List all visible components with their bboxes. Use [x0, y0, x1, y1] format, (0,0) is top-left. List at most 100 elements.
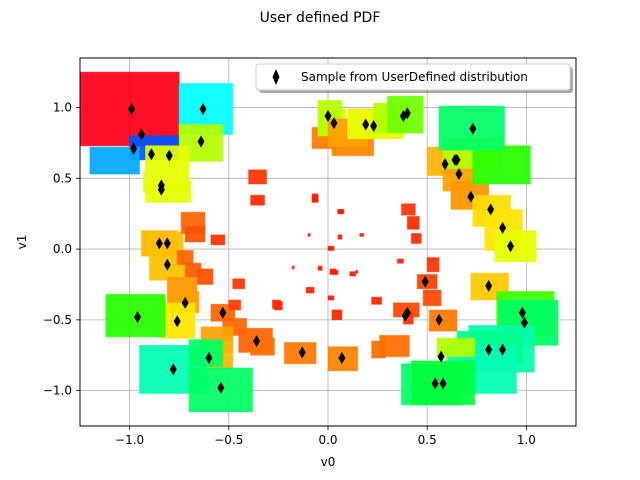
sample-point [467, 190, 475, 203]
pdf-patch [349, 271, 357, 277]
sample-point [138, 128, 146, 141]
pdf-patch [494, 230, 537, 263]
pdf-patch [331, 309, 343, 321]
pdf-patch [396, 258, 404, 264]
pdf-patch [359, 233, 365, 237]
pdf-patch [291, 265, 295, 270]
legend-label: Sample from UserDefined distribution [301, 70, 528, 84]
x-tick-label: −0.5 [214, 433, 243, 447]
x-tick-label: 1.0 [517, 433, 536, 447]
sample-point [163, 258, 171, 271]
pdf-patch [80, 71, 131, 147]
pdf-patch [271, 299, 281, 310]
pdf-patch [327, 245, 335, 251]
sample-point [338, 352, 346, 365]
pdf-patch [422, 289, 442, 307]
sample-point [439, 377, 447, 390]
y-tick-label: −0.5 [43, 313, 72, 327]
x-tick-label: 0.5 [418, 433, 437, 447]
y-tick-label: 0.5 [53, 171, 72, 185]
y-tick-label: 1.0 [53, 101, 72, 115]
chart-title: User defined PDF [260, 10, 381, 26]
x-axis-label: v0 [321, 455, 336, 469]
pdf-patch [317, 265, 323, 271]
plot-area: −1.0 −0.5 0.0 0.5 1.0 −1.0 −0.5 0.0 0.5 1.0 [43, 57, 577, 447]
legend: Sample from UserDefined distribution [255, 63, 573, 93]
sample-point [507, 240, 515, 253]
sample-point [330, 117, 338, 130]
pdf-patch [379, 334, 410, 358]
sample-point [324, 110, 332, 123]
sample-point [520, 316, 528, 329]
pdf-patch [428, 309, 458, 332]
pdf-patch [250, 194, 266, 206]
y-axis-label: v1 [15, 235, 29, 250]
pdf-patch [426, 257, 440, 273]
pdf-patch [188, 339, 224, 368]
x-tick-label: −1.0 [115, 433, 144, 447]
sample-point [455, 168, 463, 181]
pdf-patch [232, 278, 246, 290]
sample-point [441, 158, 449, 171]
pdf-patch [184, 225, 206, 243]
sample-point [173, 315, 181, 328]
sample-point [205, 352, 213, 365]
y-tick-label: 0.0 [53, 242, 72, 256]
sample-point [421, 275, 429, 288]
pdf-patch [355, 269, 359, 274]
pdf-patch [406, 216, 420, 230]
pdf-patch [248, 169, 267, 185]
ticks: −1.0 −0.5 0.0 0.5 1.0 −1.0 −0.5 0.0 0.5 1.0 [43, 101, 536, 447]
sample-point [485, 279, 493, 292]
sample-point [487, 203, 495, 216]
pdf-patch [400, 203, 416, 216]
sample-point [485, 343, 493, 356]
sample-point [219, 306, 227, 319]
sample-point [181, 296, 189, 309]
sample-point [298, 346, 306, 359]
sample-point [197, 135, 205, 148]
sample-point [163, 237, 171, 250]
sample-point [431, 377, 439, 390]
pdf-patch [335, 269, 339, 276]
pdf-patch [311, 193, 319, 202]
sample-point [165, 149, 173, 162]
sample-point [499, 343, 507, 356]
sample-point [499, 221, 507, 234]
sample-point [403, 107, 411, 120]
sample-point [253, 335, 261, 348]
sample-point [217, 381, 225, 394]
legend-box [255, 63, 571, 91]
y-tick-label: −1.0 [43, 384, 72, 398]
x-tick-label: 0.0 [318, 433, 337, 447]
pdf-patch [307, 233, 311, 237]
sample-point [169, 363, 177, 376]
sample-points [128, 102, 528, 394]
sample-point [437, 350, 445, 363]
pdf-patch [144, 180, 192, 203]
pdf-patch [228, 299, 242, 311]
sample-point [130, 142, 138, 155]
pdf-patch [89, 146, 141, 175]
sample-point [518, 306, 526, 319]
pdf-patch [176, 249, 194, 266]
sample-point [128, 102, 136, 115]
sample-point [199, 102, 207, 115]
sample-point [435, 313, 443, 326]
sample-point [155, 237, 163, 250]
pdf-patch [410, 233, 422, 244]
pdf-patch [472, 145, 531, 185]
pdf-patch [436, 337, 476, 358]
sample-point [453, 153, 461, 166]
pdf-patches [80, 71, 559, 413]
legend-marker [272, 69, 280, 85]
sample-point [401, 309, 409, 322]
pdf-patch [210, 234, 226, 246]
pdf-patch [129, 71, 180, 147]
sample-point [157, 183, 165, 196]
sample-point [134, 311, 142, 324]
sample-point [147, 148, 155, 161]
pdf-patch [305, 286, 315, 294]
pdf-patch [196, 268, 214, 285]
